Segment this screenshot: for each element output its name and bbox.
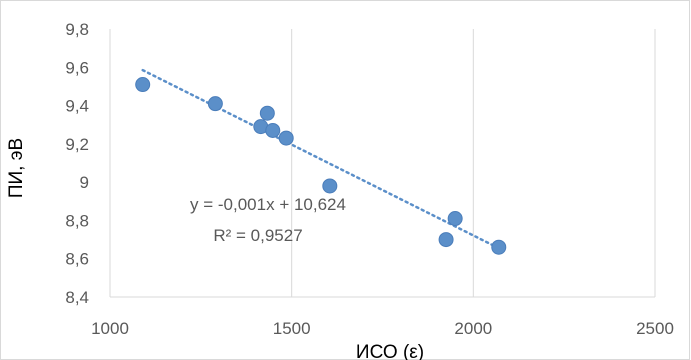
y-tick-label: 8,6 bbox=[65, 250, 89, 269]
y-tick-label: 9,6 bbox=[65, 58, 89, 77]
data-point bbox=[438, 232, 454, 248]
data-point bbox=[259, 105, 275, 121]
trendline-layer bbox=[141, 68, 501, 250]
trendline-r-squared: R² = 0,9527 bbox=[213, 226, 302, 245]
y-axis-ticks: 8,4 8,6 8,8 9 9,2 9,4 9,6 9,8 bbox=[65, 20, 89, 307]
data-point bbox=[447, 211, 463, 227]
data-point bbox=[491, 239, 507, 255]
y-tick-label: 9,2 bbox=[65, 135, 89, 154]
data-point bbox=[278, 130, 294, 146]
y-tick-label: 8,8 bbox=[65, 211, 89, 230]
x-axis-title: ИСО (ε) bbox=[356, 342, 424, 360]
trendline bbox=[141, 68, 501, 250]
x-axis-ticks: 1000 1500 2000 2500 bbox=[91, 319, 674, 338]
data-point bbox=[135, 77, 151, 93]
data-point bbox=[207, 96, 223, 112]
y-tick-label: 9,8 bbox=[65, 20, 89, 39]
x-tick-label: 2000 bbox=[454, 319, 492, 338]
x-tick-label: 2500 bbox=[636, 319, 674, 338]
y-tick-label: 8,4 bbox=[65, 288, 89, 307]
data-point bbox=[265, 122, 281, 138]
gridlines bbox=[109, 29, 656, 298]
x-tick-label: 1500 bbox=[273, 319, 311, 338]
y-tick-label: 9,4 bbox=[65, 97, 89, 116]
trendline-equation: y = -0,001x + 10,624 bbox=[190, 195, 346, 214]
x-tick-label: 1000 bbox=[91, 319, 129, 338]
data-point bbox=[322, 178, 338, 194]
y-axis-title: ПИ, эВ bbox=[6, 138, 27, 198]
y-tick-label: 9 bbox=[80, 173, 89, 192]
data-points bbox=[135, 77, 507, 255]
